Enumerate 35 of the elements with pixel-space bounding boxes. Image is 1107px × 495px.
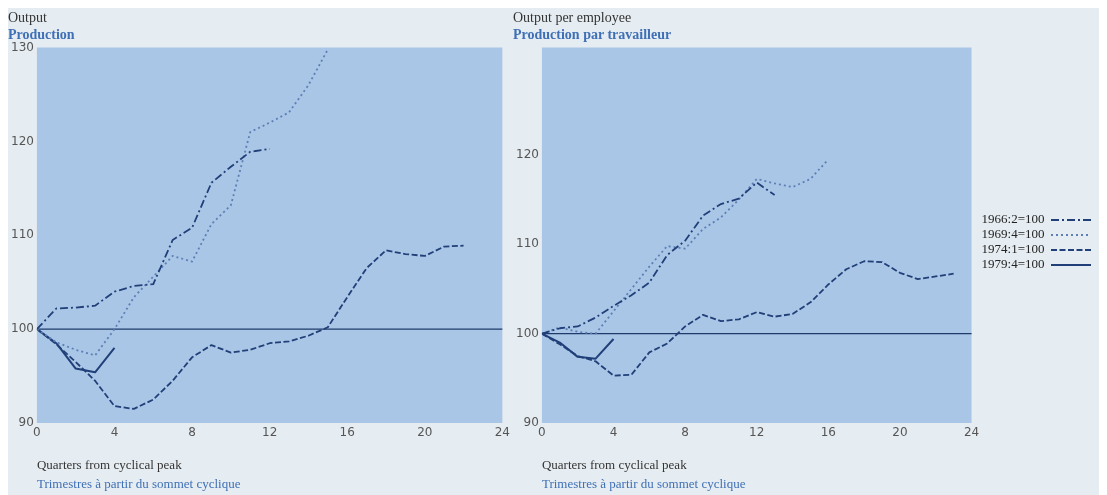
x-tick-label: 24 bbox=[494, 425, 511, 440]
chart-title: Output bbox=[8, 10, 47, 26]
x-tick-label: 12 bbox=[749, 425, 765, 440]
x-tick-label: 20 bbox=[417, 425, 433, 440]
x-tick-label: 16 bbox=[339, 425, 355, 440]
chart-title: Output per employee bbox=[513, 10, 632, 26]
x-tick-label: 4 bbox=[110, 425, 119, 440]
x-tick-label: 16 bbox=[820, 425, 836, 440]
y-tick-label: 130 bbox=[11, 39, 34, 54]
x-tick-label: 24 bbox=[963, 425, 980, 440]
x-tick-label: 0 bbox=[33, 425, 41, 440]
x-tick-label: 8 bbox=[681, 425, 689, 440]
y-tick-label: 110 bbox=[11, 227, 34, 242]
legend-label: 1979:4=100 bbox=[981, 256, 1045, 272]
y-tick-label: 90 bbox=[18, 415, 34, 430]
chart-subtitle: Production bbox=[8, 26, 75, 42]
legend-label: 1966:2=100 bbox=[981, 211, 1045, 227]
x-axis-title: Quarters from cyclical peak bbox=[36, 456, 183, 472]
x-tick-label: 20 bbox=[892, 425, 908, 440]
y-tick-label: 100 bbox=[11, 321, 34, 336]
y-tick-label: 90 bbox=[523, 415, 539, 430]
x-tick-label: 0 bbox=[538, 425, 546, 440]
x-tick-label: 12 bbox=[261, 425, 278, 440]
legend-label: 1969:4=100 bbox=[981, 226, 1045, 242]
x-tick-label: 8 bbox=[188, 425, 196, 440]
chart-subtitle: Production par travailleur bbox=[513, 26, 672, 42]
text: Trimestres à partir du sommet cyclique bbox=[541, 475, 746, 491]
x-axis-title: Quarters from cyclical peak bbox=[541, 456, 688, 472]
text: Trimestres à partir du sommet cyclique bbox=[36, 475, 241, 491]
y-tick-label: 110 bbox=[516, 236, 539, 251]
legend-label: 1974:1=100 bbox=[981, 241, 1045, 257]
y-tick-label: 120 bbox=[11, 133, 34, 148]
y-tick-label: 100 bbox=[516, 325, 539, 340]
x-tick-label: 4 bbox=[609, 425, 618, 440]
y-tick-label: 120 bbox=[516, 146, 539, 161]
